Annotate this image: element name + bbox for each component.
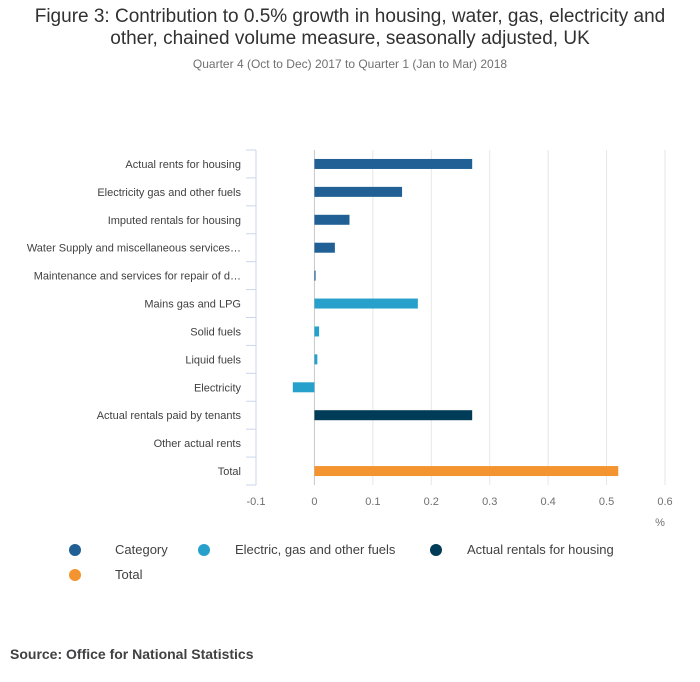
category-label: Electricity gas and other fuels [97, 187, 241, 199]
x-tick-label: 0.1 [365, 496, 380, 508]
bar [314, 410, 473, 421]
x-tick-label: 0.5 [599, 496, 614, 508]
legend-label-category: Category [115, 542, 168, 557]
legend-label-actual-rentals: Actual rentals for housing [467, 542, 614, 557]
x-tick-label: 0.2 [424, 496, 439, 508]
bar [314, 326, 320, 337]
category-label: Imputed rentals for housing [108, 215, 241, 227]
legend-dot-category [69, 544, 81, 556]
category-label: Actual rents for housing [125, 159, 241, 171]
legend-label-total: Total [115, 567, 143, 582]
bar [292, 382, 315, 393]
source-note: Source: Office for National Statistics [10, 646, 254, 662]
chart-subtitle: Quarter 4 (Oct to Dec) 2017 to Quarter 1… [192, 57, 508, 71]
bar [314, 158, 473, 169]
x-tick-label: 0 [311, 496, 317, 508]
category-label: Maintenance and services for repair of d… [34, 271, 241, 283]
bar [314, 354, 318, 365]
x-tick-label: 0.3 [482, 496, 497, 508]
category-label: Actual rentals paid by tenants [97, 410, 242, 422]
category-label: Total [218, 466, 241, 478]
bar [314, 298, 418, 309]
bar [314, 214, 350, 225]
category-label: Other actual rents [154, 438, 242, 450]
bar [314, 270, 316, 281]
bar [314, 242, 335, 253]
category-label: Solid fuels [190, 326, 241, 338]
category-label: Electricity [194, 382, 242, 394]
category-label: Liquid fuels [185, 354, 241, 366]
legend-label-electric-gas-fuels: Electric, gas and other fuels [235, 542, 396, 557]
legend-dot-actual-rentals [430, 544, 442, 556]
x-tick-label: 0.6 [657, 496, 672, 508]
legend-dot-electric-gas-fuels [198, 544, 210, 556]
chart-title: Figure 3: Contribution to 0.5% growth in… [0, 6, 700, 50]
legend-dot-total [69, 569, 81, 581]
category-label: Water Supply and miscellaneous services… [27, 243, 241, 255]
bar [314, 466, 619, 477]
chart-title-line-1: Figure 3: Contribution to 0.5% growth in… [34, 6, 666, 27]
category-label: Mains gas and LPG [144, 299, 241, 311]
chart-title-line-2: other, chained volume measure, seasonall… [110, 28, 590, 49]
x-axis-label: % [655, 517, 665, 529]
bar [314, 186, 403, 197]
x-tick-label: -0.1 [247, 496, 266, 508]
x-tick-label: 0.4 [540, 496, 555, 508]
